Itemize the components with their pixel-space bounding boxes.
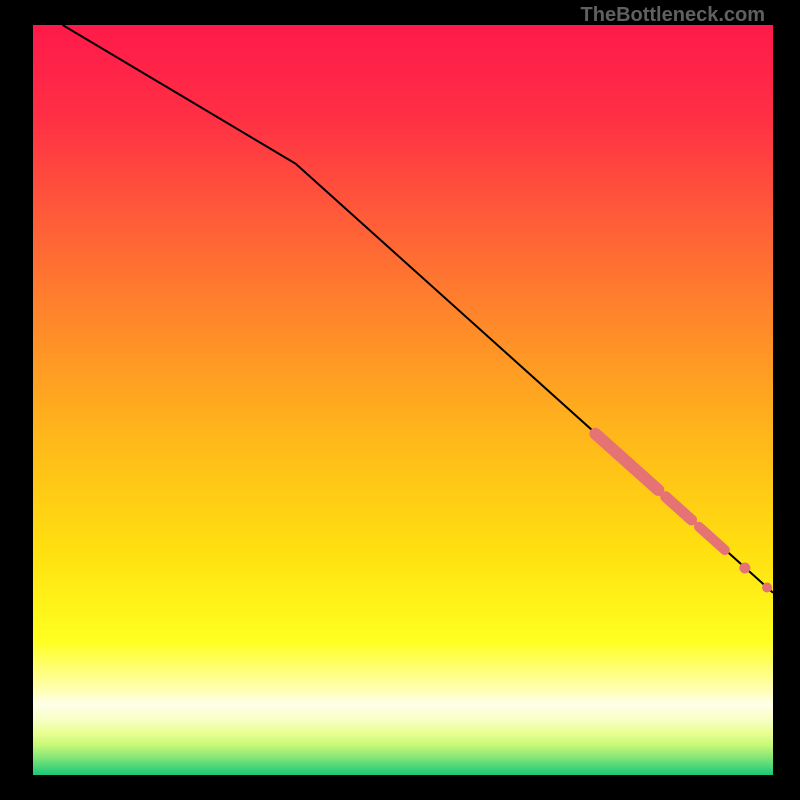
watermark-text: TheBottleneck.com (581, 4, 765, 27)
line-overlay (33, 25, 773, 775)
chart-plot-area (33, 25, 773, 775)
marker-pill (666, 497, 692, 520)
marker-pill (595, 434, 658, 490)
marker-dot (739, 563, 750, 574)
trend-line (63, 25, 773, 593)
marker-pill (699, 527, 725, 550)
marker-dot (762, 583, 772, 593)
